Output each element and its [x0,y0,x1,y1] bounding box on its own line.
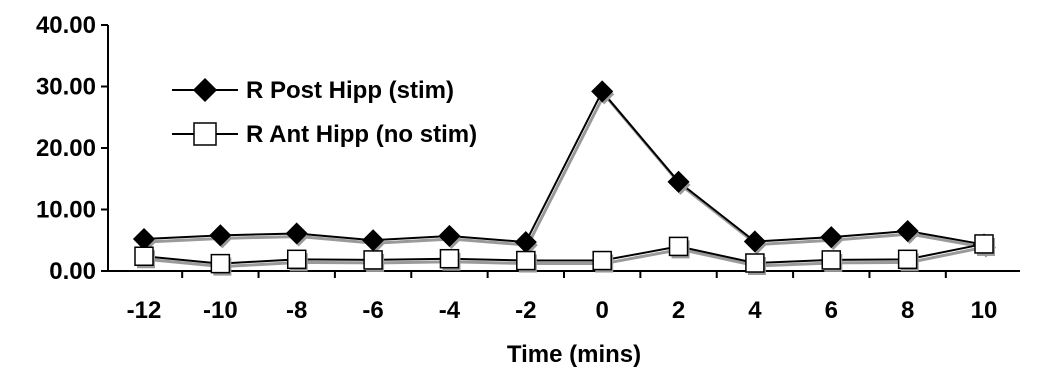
y-tick-label: 40.00 [36,12,96,39]
legend-label-post-hipp: R Post Hipp (stim) [246,77,454,104]
data-point [745,253,765,273]
legend-item-ant-hipp: R Ant Hipp (no stim) [172,121,477,148]
legend-marker-diamond-icon [192,77,218,103]
data-point [363,250,383,270]
series-shadow [145,91,987,250]
data-point [974,234,994,254]
legend-item-post-hipp: R Post Hipp (stim) [172,77,454,104]
data-point [438,224,461,248]
data-point [897,249,918,270]
x-tick-label: 6 [825,297,838,324]
series-ant-hipp [134,234,995,276]
x-tick-label: -8 [286,297,307,324]
y-tick-label: 0.00 [49,258,96,285]
series-line [143,242,985,265]
data-point [286,249,307,270]
y-tick-label: 30.00 [36,74,96,101]
data-point [820,226,843,249]
data-point [896,219,919,243]
x-tick-label: 10 [971,297,998,324]
x-tick-label: -4 [439,297,461,324]
series-post-hipp [132,80,996,258]
data-point [134,246,154,266]
data-point [821,250,842,270]
x-tick-label: 8 [901,297,914,324]
data-point [591,80,614,103]
y-tick-label: 20.00 [36,135,96,162]
data-point [285,222,308,245]
data-point [210,253,231,274]
series-line [143,89,985,246]
data-point [439,248,460,269]
data-point [667,170,690,193]
x-tick-label: -6 [362,297,383,324]
x-tick-label: -2 [515,297,536,324]
y-axis: 0.00 10.00 20.00 30.00 40.00 [36,12,109,285]
x-tick-label: 0 [596,297,609,324]
data-point [516,250,536,271]
x-axis: -12 -10 -8 -6 -4 -2 0 2 4 6 8 10 [108,270,1020,324]
series-layer [132,80,996,276]
x-tick-label: -12 [127,297,162,324]
data-point [209,224,232,247]
y-tick-label: 10.00 [36,197,96,224]
legend-marker-square-icon [193,122,217,146]
legend-label-ant-hipp: R Ant Hipp (no stim) [246,121,477,148]
data-point [668,236,689,257]
x-tick-label: 2 [672,297,685,324]
legend: R Post Hipp (stim) R Ant Hipp (no stim) [172,77,477,148]
series-shadow [145,245,987,269]
data-point [743,230,766,253]
x-tick-label: 4 [748,297,762,324]
data-point [592,250,612,271]
x-tick-label: -10 [203,297,238,324]
x-axis-title: Time (mins) [507,341,641,368]
